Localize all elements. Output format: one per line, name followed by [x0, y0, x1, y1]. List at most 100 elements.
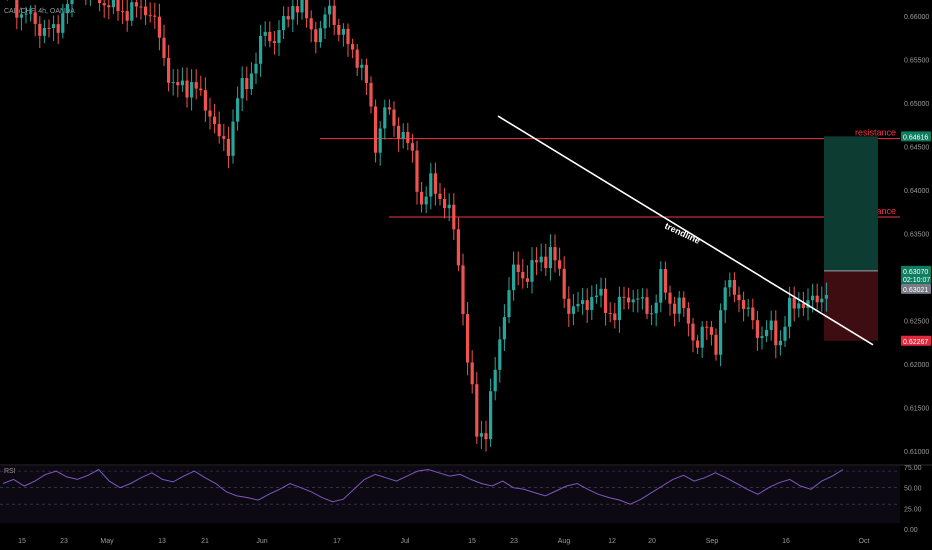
- candle-body: [171, 82, 175, 84]
- candle-body: [167, 57, 171, 83]
- candle-body: [553, 247, 557, 261]
- candle-body: [640, 297, 644, 299]
- candle-body: [374, 106, 378, 153]
- candle-body: [443, 198, 447, 209]
- date-tick-label: 20: [648, 538, 656, 545]
- candle-body: [755, 320, 759, 338]
- candle-body: [470, 362, 474, 385]
- candle-body: [797, 303, 801, 309]
- candle-body: [263, 31, 267, 36]
- target-price-badge-bg: [901, 131, 931, 142]
- candle-body: [493, 369, 497, 392]
- candle-body: [364, 64, 368, 83]
- candle-body: [682, 297, 686, 309]
- candle-body: [203, 90, 207, 111]
- candle-body: [571, 306, 575, 314]
- candle-body: [765, 330, 769, 337]
- date-tick-label: Sep: [706, 538, 719, 545]
- candle-body: [525, 278, 529, 282]
- date-tick-label: 23: [510, 538, 518, 545]
- candle-body: [636, 298, 640, 300]
- candle-body: [130, 2, 134, 21]
- target-zone[interactable]: [824, 136, 878, 271]
- candle-body: [351, 44, 355, 50]
- candle-body: [502, 317, 506, 340]
- candle-body: [383, 107, 387, 129]
- candle-body: [254, 63, 258, 74]
- candle-body: [240, 78, 244, 99]
- candle-body: [686, 308, 690, 324]
- candle-body: [567, 298, 571, 314]
- candle-body: [447, 204, 451, 209]
- candle-body: [190, 82, 194, 98]
- candle-body: [650, 313, 654, 315]
- candle-body: [134, 2, 138, 7]
- candle-body: [415, 150, 419, 192]
- position-box[interactable]: [824, 136, 878, 341]
- date-tick-label: Oct: [859, 538, 870, 545]
- candle-body: [659, 269, 663, 303]
- candle-body: [599, 288, 603, 296]
- date-axis[interactable]: 15 23 May 13 21 Jun 17 Jul 15 23 Aug 12 20 Sep 16 Oct: [18, 538, 869, 545]
- stop-zone[interactable]: [824, 270, 878, 341]
- rsi-tick-label: 0.00: [904, 527, 918, 534]
- candle-body: [153, 15, 157, 17]
- candle-body: [111, 0, 115, 8]
- candle-body: [429, 173, 433, 197]
- price-tick-label: 0.61000: [904, 449, 929, 456]
- candle-body: [176, 82, 180, 86]
- candle-body: [337, 25, 341, 35]
- candle-body: [217, 123, 221, 137]
- candle-body: [231, 121, 235, 156]
- date-tick-label: 15: [18, 538, 26, 545]
- rsi-label: RSI: [4, 468, 16, 475]
- date-tick-label: 17: [333, 538, 341, 545]
- candle-body: [489, 391, 493, 440]
- candle-body: [323, 14, 327, 29]
- candle-body: [387, 107, 391, 110]
- price-tick-label: 0.64000: [904, 188, 929, 195]
- symbol-label[interactable]: CAD/CHF, 4h, OANDA: [4, 8, 75, 15]
- candle-body: [742, 299, 746, 309]
- candlestick-series: [7, 0, 828, 452]
- candle-body: [475, 384, 479, 437]
- candle-body: [420, 191, 424, 205]
- candle-body: [318, 28, 322, 43]
- price-tick-label: 0.62500: [904, 319, 929, 326]
- date-tick-label: 21: [201, 538, 209, 545]
- candle-body: [617, 296, 621, 321]
- candle-body: [70, 0, 74, 5]
- candle-body: [558, 260, 562, 269]
- stop-price-badge: 0.62267: [903, 339, 928, 346]
- rsi-pane-background: [0, 466, 900, 523]
- candle-body: [516, 264, 520, 273]
- candle-body: [332, 5, 336, 26]
- candle-body: [144, 6, 148, 16]
- candle-body: [392, 109, 396, 126]
- candle-body: [213, 116, 217, 124]
- candle-body: [604, 288, 608, 313]
- countdown-badge: 02:10:07: [903, 277, 930, 284]
- candle-body: [737, 294, 741, 300]
- candle-body: [410, 143, 414, 151]
- resistance-label: resistance: [855, 128, 896, 138]
- candle-body: [369, 82, 373, 107]
- candle-body: [594, 295, 598, 298]
- candle-body: [801, 303, 805, 308]
- price-tick-label: 0.64500: [904, 145, 929, 152]
- candle-body: [107, 5, 111, 8]
- candle-body: [456, 229, 460, 266]
- candle-body: [346, 28, 350, 45]
- rsi-tick-label: 50.00: [904, 486, 922, 493]
- candle-body: [590, 297, 594, 310]
- candle-body: [272, 41, 276, 44]
- trendline[interactable]: [497, 115, 874, 346]
- candle-body: [268, 31, 272, 42]
- candle-body: [194, 82, 198, 89]
- candle-body: [544, 256, 548, 269]
- candle-body: [719, 310, 723, 355]
- date-tick-label: May: [100, 538, 114, 545]
- candle-body: [774, 320, 778, 346]
